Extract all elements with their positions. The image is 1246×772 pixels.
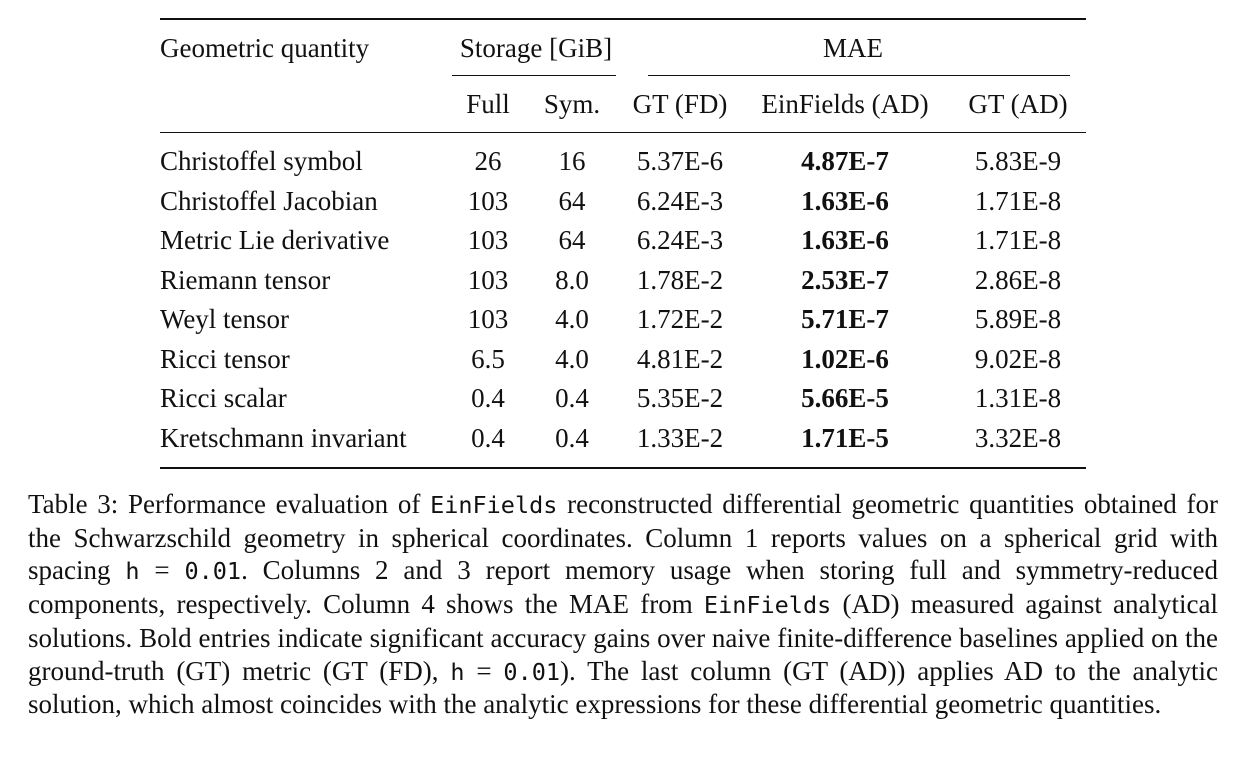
row-gt-fd: 1.72E-2 [636,304,724,335]
row-sym: 4.0 [555,343,589,374]
row-einfields-ad: 1.63E-6 [801,185,889,216]
row-gt-ad: 3.32E-8 [974,422,1062,453]
table-row: Riemann tensor 103 8.0 1.78E-2 2.53E-7 2… [160,261,1086,301]
row-full: 103 [467,304,509,335]
header-empty [160,76,452,133]
row-einfields-ad: 1.71E-5 [801,422,889,453]
h-symbol: h [125,557,140,586]
row-name: Ricci tensor [160,343,290,374]
caption-text: ). The last column (GT (AD)) applies AD … [28,655,1219,720]
row-full: 0.4 [471,422,505,453]
storage-cmidrule [452,75,616,76]
row-name: Christoffel symbol [160,146,363,177]
spacing-value: 0.01 [184,557,242,586]
row-name: Weyl tensor [160,304,290,335]
table-row: Metric Lie derivative 103 64 6.24E-3 1.6… [160,221,1086,261]
row-gt-fd: 5.35E-2 [636,383,724,414]
row-sym: 4.0 [555,304,589,335]
table-row: Ricci tensor 6.5 4.0 4.81E-2 1.02E-6 9.0… [160,340,1086,380]
caption-text: (AD) measured against analytical solutio… [28,589,1218,686]
row-gt-ad: 1.31E-8 [974,383,1062,414]
table-row: Christoffel Jacobian 103 64 6.24E-3 1.63… [160,182,1086,222]
row-gt-ad: 1.71E-8 [974,185,1062,216]
header-mae-group: MAE [620,19,1086,76]
row-full: 0.4 [471,383,505,414]
results-table-container: Geometric quantity Storage [GiB] MAE Ful… [160,18,1086,469]
row-gt-fd: 5.37E-6 [636,146,724,177]
table-row: Christoffel symbol 26 16 5.37E-6 4.87E-7… [160,133,1086,182]
row-gt-fd: 1.33E-2 [636,422,724,453]
einfields-code: EinFields [703,591,832,620]
table-caption: Table 3: Performance evaluation of EinFi… [28,488,1218,721]
row-sym: 16 [558,146,586,177]
header-full: Full [466,88,510,119]
row-gt-ad: 1.71E-8 [974,225,1062,256]
row-full: 6.5 [471,343,505,374]
row-einfields-ad: 2.53E-7 [801,264,889,295]
table-row: Ricci scalar 0.4 0.4 5.35E-2 5.66E-5 1.3… [160,379,1086,419]
results-table: Geometric quantity Storage [GiB] MAE Ful… [160,18,1086,469]
caption-text: reconstructed differential geometric qua… [28,489,1218,586]
header-storage-group: Storage [GiB] [452,19,620,76]
h-symbol: h [450,657,465,686]
header-storage-label: Storage [GiB] [459,32,613,63]
einfields-code: EinFields [430,491,558,519]
row-name: Christoffel Jacobian [160,185,378,216]
row-einfields-ad: 5.66E-5 [801,383,889,414]
mae-cmidrule [648,75,1070,76]
row-gt-fd: 6.24E-3 [636,225,724,256]
row-gt-ad: 5.83E-9 [974,146,1062,177]
row-gt-ad: 5.89E-8 [974,304,1062,335]
table-row: Weyl tensor 103 4.0 1.72E-2 5.71E-7 5.89… [160,300,1086,340]
row-gt-ad: 2.86E-8 [974,264,1062,295]
row-sym: 0.4 [555,383,589,414]
row-einfields-ad: 1.63E-6 [801,225,889,256]
row-full: 103 [467,264,509,295]
row-name: Riemann tensor [160,264,331,295]
row-einfields-ad: 5.71E-7 [801,304,889,335]
row-gt-fd: 1.78E-2 [636,264,724,295]
header-mae-label: MAE [823,32,883,63]
row-full: 26 [474,146,502,177]
row-sym: 0.4 [555,422,589,453]
row-gt-fd: 6.24E-3 [636,185,724,216]
row-name: Kretschmann invariant [160,422,407,453]
header-sym: Sym. [543,88,601,119]
header-einfields-ad: EinFields (AD) [761,88,929,119]
row-einfields-ad: 1.02E-6 [801,343,889,374]
caption-text: . Columns 2 and 3 report memory usage wh… [28,555,1218,620]
table-row: Kretschmann invariant 0.4 0.4 1.33E-2 1.… [160,419,1086,469]
row-sym: 8.0 [555,264,589,295]
header-gt-fd: GT (FD) [632,88,728,119]
row-full: 103 [467,185,509,216]
header-geometric-quantity: Geometric quantity [160,32,370,63]
row-gt-ad: 9.02E-8 [974,343,1062,374]
equals-sign: = [139,555,185,586]
spacing-value: 0.01 [503,657,561,686]
row-full: 103 [467,225,509,256]
row-sym: 64 [558,185,586,216]
caption-text: Table 3: Performance evaluation of [28,489,431,519]
row-einfields-ad: 4.87E-7 [801,146,889,177]
row-gt-fd: 4.81E-2 [636,343,724,374]
equals-sign: = [464,655,504,686]
header-gt-ad: GT (AD) [968,88,1068,119]
row-name: Ricci scalar [160,383,287,414]
row-name: Metric Lie derivative [160,225,390,256]
row-sym: 64 [558,225,586,256]
